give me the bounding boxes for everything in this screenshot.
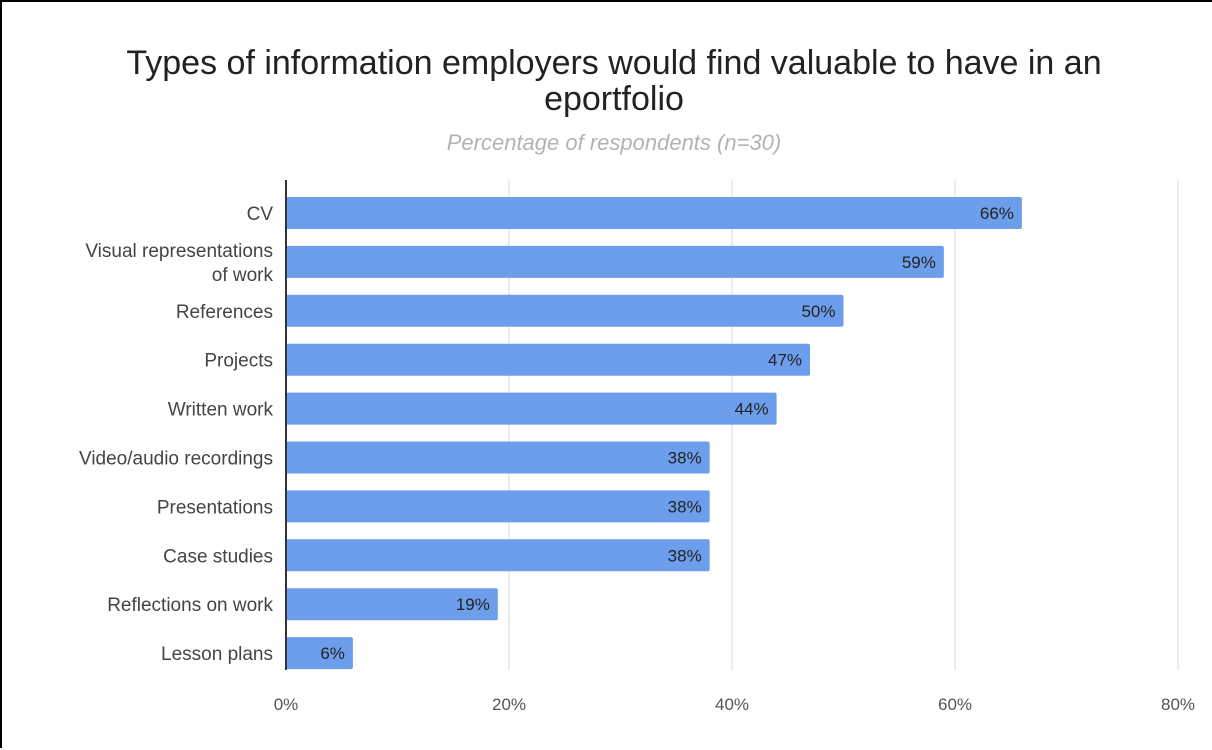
chart-title-line-2: eportfolio — [544, 80, 684, 118]
data-label: 38% — [668, 449, 702, 468]
category-label-line: of work — [212, 265, 274, 286]
data-label: 66% — [980, 204, 1014, 223]
category-label: Visual representations of work — [85, 241, 273, 286]
bar — [286, 588, 498, 621]
bar — [286, 245, 944, 278]
data-label: 50% — [801, 302, 835, 321]
data-label: 6% — [320, 644, 345, 663]
data-label: 38% — [668, 497, 702, 516]
category-label: Case studies — [163, 546, 273, 567]
category-label: References — [176, 302, 273, 323]
bar — [286, 441, 710, 474]
bar — [286, 539, 710, 572]
data-label: 47% — [768, 351, 802, 370]
bar — [286, 392, 777, 425]
category-label: Lesson plans — [161, 644, 273, 665]
category-label: Projects — [204, 351, 273, 372]
category-label: CV — [247, 204, 274, 225]
category-label: Reflections on work — [107, 595, 273, 616]
data-label: 59% — [902, 253, 936, 272]
category-label: Video/audio recordings — [79, 449, 273, 470]
data-label: 44% — [735, 400, 769, 419]
x-tick-label: 20% — [492, 695, 526, 714]
category-label: Presentations — [157, 497, 273, 518]
x-tick-label: 80% — [1161, 695, 1195, 714]
category-label-line: Visual representations — [85, 241, 273, 262]
bars: 66% 59% 50% 47% 44% 38% 38% 38% 19% 6% — [286, 197, 1022, 670]
bar — [286, 490, 710, 523]
bar — [286, 197, 1022, 229]
data-label: 38% — [668, 546, 702, 565]
data-label: 19% — [456, 595, 490, 614]
bar — [286, 294, 844, 327]
chart-subtitle: Percentage of respondents (n=30) — [447, 130, 782, 155]
x-tick-label: 0% — [274, 695, 299, 714]
bar — [286, 637, 353, 670]
category-labels: CV Visual representations of work Reference… — [79, 204, 274, 665]
x-tick-label: 60% — [938, 695, 972, 714]
category-label: Written work — [168, 400, 274, 421]
chart-title-line-1: Types of information employers would fin… — [126, 44, 1101, 82]
x-axis-tick-labels: 0% 20% 40% 60% 80% — [274, 695, 1195, 714]
bar — [286, 343, 811, 376]
x-tick-label: 40% — [715, 695, 749, 714]
